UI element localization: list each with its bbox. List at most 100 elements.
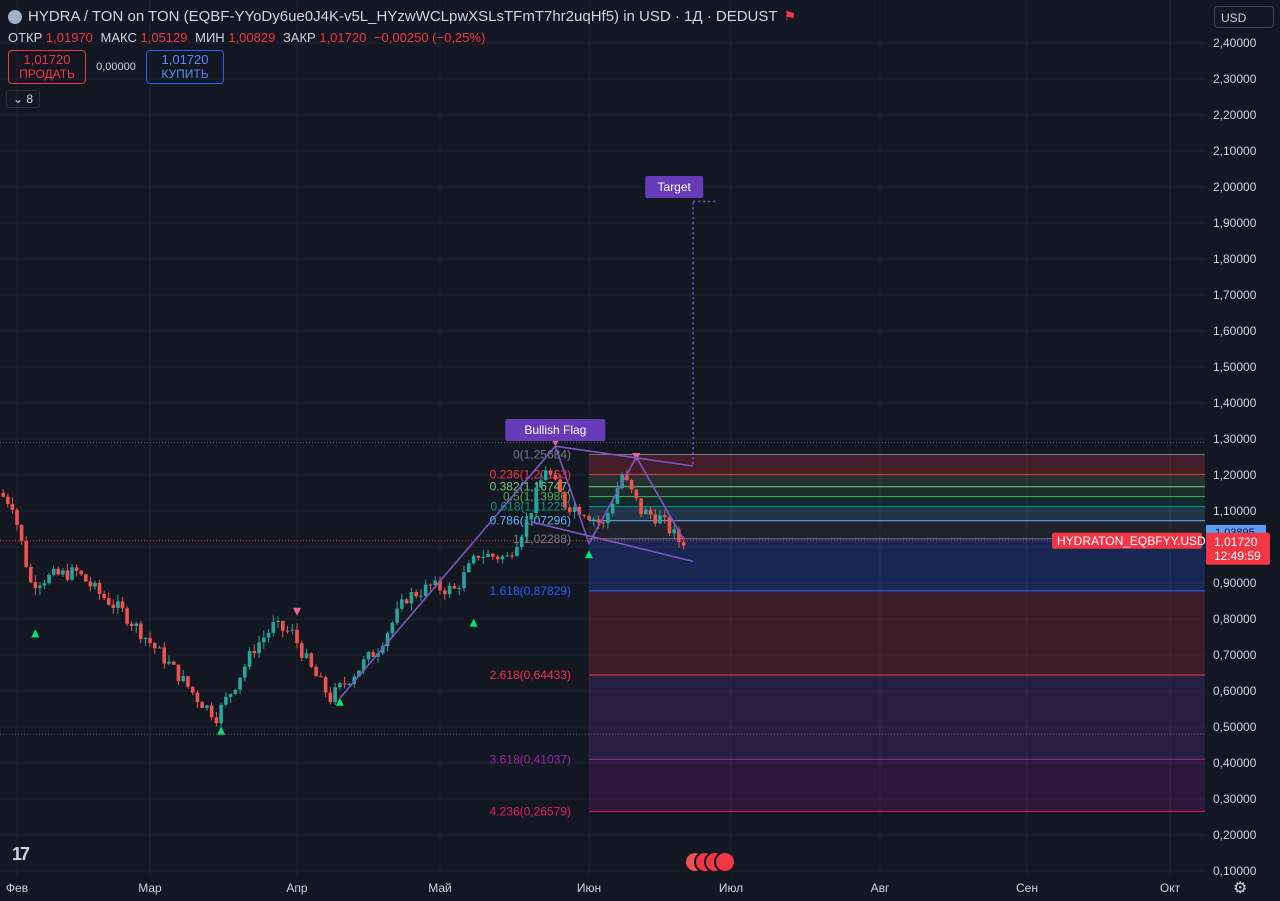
candle-body [190, 686, 195, 693]
flag-lower-line [531, 521, 694, 563]
candle-body [558, 479, 562, 493]
candle-body [505, 555, 510, 557]
fib-level-label: 0(1,25684) [513, 448, 571, 462]
candle-body [47, 574, 51, 584]
candle-body [338, 683, 342, 688]
buy-signal-marker [335, 697, 344, 706]
candle-body [266, 632, 271, 638]
candle-body [515, 546, 519, 556]
x-tick-label: Июн [577, 881, 601, 895]
tradingview-logo-icon[interactable]: 17 [12, 844, 30, 864]
candle-body [615, 488, 620, 504]
candle-body [83, 574, 88, 582]
candle-body [309, 653, 314, 667]
sell-signal-marker [293, 607, 301, 616]
candle-body [238, 677, 242, 690]
fib-zone [589, 474, 1205, 487]
candle-body [10, 503, 15, 510]
candle-body [319, 676, 323, 678]
candle-body [205, 705, 209, 708]
candle-body [125, 608, 129, 624]
candle-body [271, 622, 276, 633]
y-tick-label: 0,20000 [1213, 828, 1257, 842]
x-tick-label: Мар [138, 881, 162, 895]
candle-body [467, 563, 471, 573]
candle-body [438, 580, 442, 591]
settings-gear-icon[interactable]: ⚙ [1233, 880, 1248, 897]
candle-body [214, 717, 219, 724]
candle-body [139, 623, 143, 640]
token-logo-icon [8, 9, 22, 24]
y-tick-label: 0,40000 [1213, 756, 1257, 770]
candle-body [409, 592, 414, 604]
candle-body [491, 553, 495, 557]
buy-signal-marker [469, 618, 478, 627]
indicators-toggle[interactable]: ⌄ 8 [6, 90, 41, 108]
fib-level-label: 0.786(1,07296) [490, 514, 571, 528]
candle-body [24, 541, 28, 568]
candle-body [443, 590, 447, 595]
candle-body [534, 487, 538, 514]
indicators-count: 8 [26, 92, 34, 106]
currency-select[interactable]: USD [1214, 6, 1274, 28]
candle-body [314, 666, 318, 677]
candle-body [366, 652, 371, 660]
candle-body [433, 580, 438, 586]
buy-label: КУПИТЬ [161, 67, 209, 81]
flag-icon[interactable]: ⚑ [783, 8, 797, 24]
candle-body [582, 515, 586, 517]
candle-body [116, 601, 120, 608]
candle-body [577, 506, 582, 516]
candle-body [19, 524, 24, 542]
symbol-title[interactable]: HYDRA / TON on TON (EQBF-YYoDy6ue0J4K-v5… [28, 8, 778, 25]
ohlc-low-key: МИН [195, 30, 225, 45]
candle-body [596, 519, 601, 523]
candle-body [328, 692, 333, 703]
candle-body [644, 509, 648, 515]
candle-body [200, 702, 204, 708]
candle-body [74, 567, 79, 571]
chart-header: HYDRA / TON on TON (EQBF-YYoDy6ue0J4K-v5… [8, 8, 796, 25]
candle-body [543, 470, 548, 481]
candle-body [529, 513, 534, 520]
sell-price: 1,01720 [23, 52, 71, 67]
flag-upper-line [555, 445, 694, 467]
fibonacci-extension: 0(1,25684)0.236(1,20163)0.382(1,16747)0.… [490, 448, 1205, 818]
candle-body [38, 585, 42, 589]
candle-body [129, 623, 134, 626]
buy-signal-marker [31, 629, 40, 638]
ohlc-open-value: 1,01970 [45, 30, 93, 45]
candle-body [385, 633, 390, 647]
ohlc-high-key: МАКС [100, 30, 137, 45]
candle-body [176, 664, 181, 682]
y-tick-label: 0,60000 [1213, 684, 1257, 698]
candle-body [171, 661, 176, 665]
symbol-tag [1052, 532, 1202, 549]
y-tick-label: 0,30000 [1213, 792, 1257, 806]
candle-body [106, 598, 111, 605]
candle-body [390, 622, 395, 634]
economic-events-icons[interactable] [684, 851, 736, 873]
candle-body [262, 637, 266, 643]
candle-body [357, 670, 361, 677]
sell-button[interactable]: 1,01720 ПРОДАТЬ [8, 50, 86, 84]
candle-body [606, 513, 610, 523]
buy-button[interactable]: 1,01720 КУПИТЬ [146, 50, 224, 84]
candle-body [500, 556, 505, 560]
pattern-label: Bullish Flag [524, 423, 586, 437]
target-label: Target [658, 180, 692, 194]
y-tick-label: 2,10000 [1213, 144, 1257, 158]
candle-body [252, 650, 257, 654]
candle-body [524, 519, 529, 537]
candle-body [601, 522, 605, 524]
candle-body [323, 677, 328, 693]
candle-body [376, 653, 380, 657]
candle-body [285, 630, 290, 632]
y-tick-label: 0,10000 [1213, 864, 1257, 878]
candle-body [381, 646, 385, 654]
event-icon[interactable] [714, 851, 736, 873]
buy-signal-marker [585, 550, 593, 559]
candle-body [587, 516, 591, 521]
fib-zone [589, 496, 1205, 507]
